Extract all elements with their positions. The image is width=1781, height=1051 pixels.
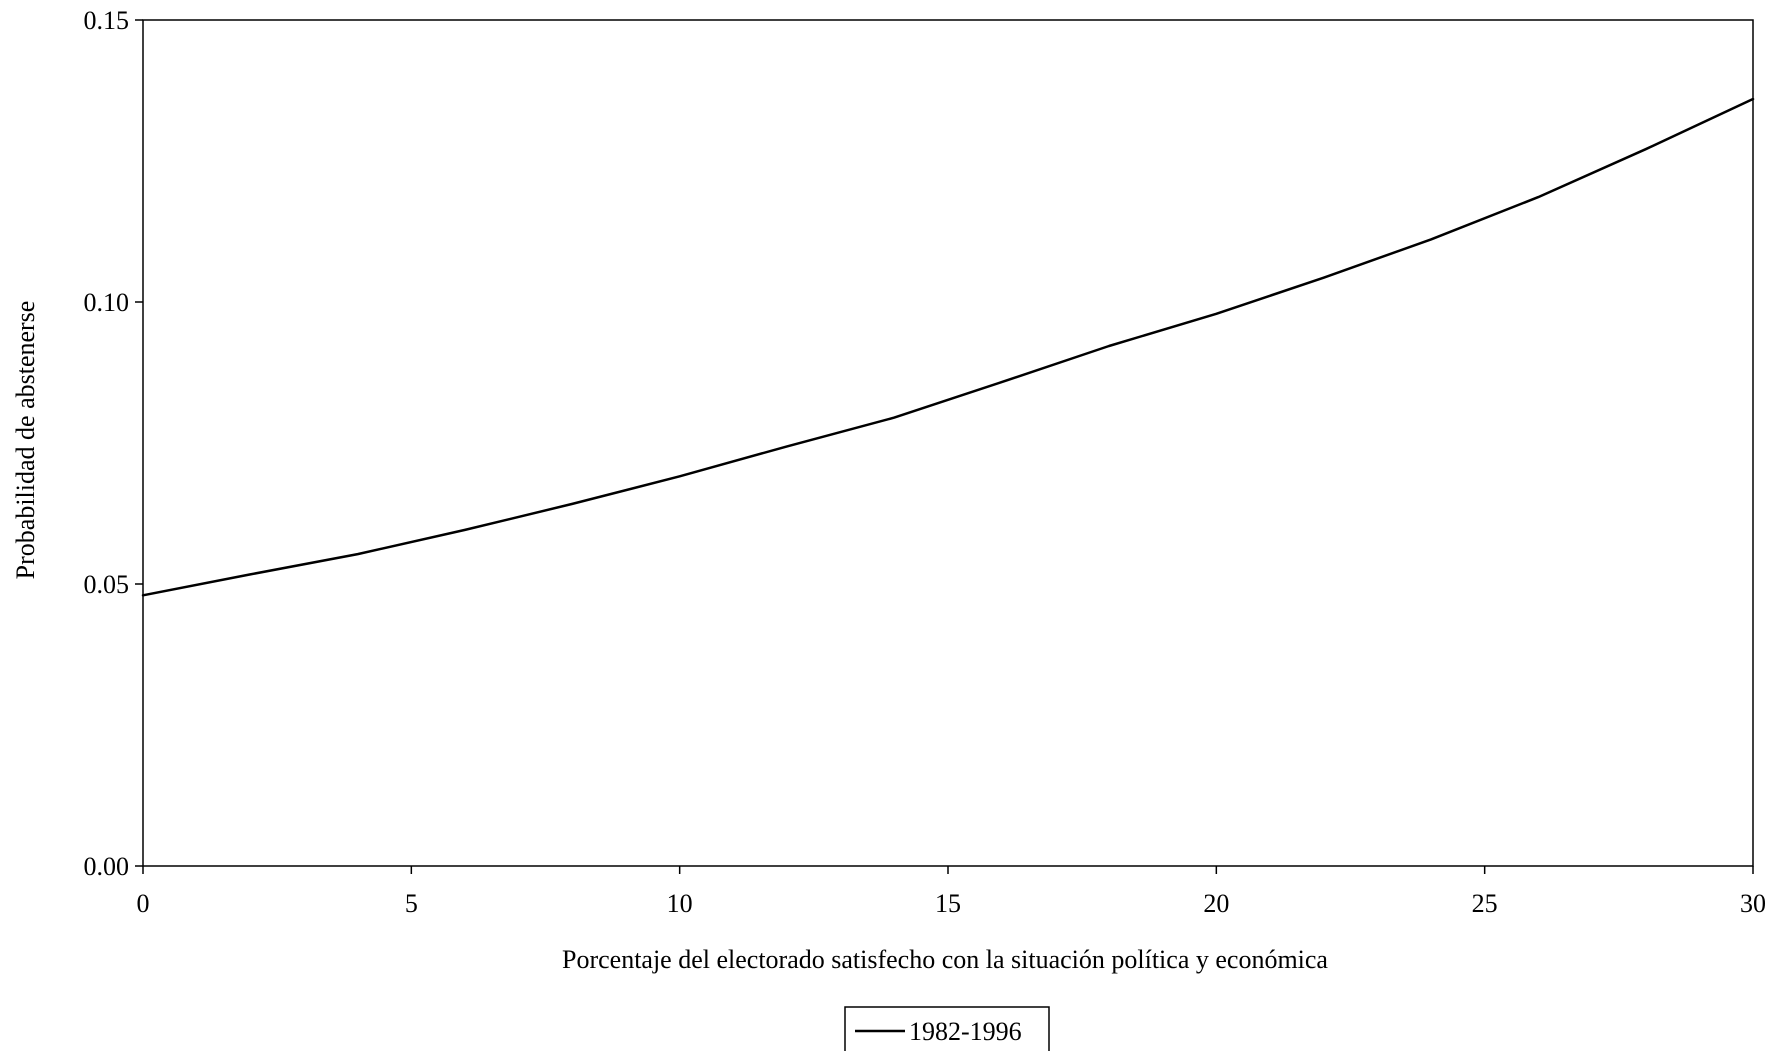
x-tick-label: 5	[405, 889, 418, 918]
x-tick-label: 25	[1472, 889, 1498, 918]
x-axis-label: Porcentaje del electorado satisfecho con…	[562, 945, 1328, 974]
x-tick-label: 0	[137, 889, 150, 918]
legend: 1982-1996	[845, 1007, 1049, 1051]
y-axis-label: Probabilidad de abstenerse	[11, 301, 40, 580]
series-line-1	[143, 99, 1753, 595]
x-tick-label: 15	[935, 889, 961, 918]
x-tick-label: 30	[1740, 889, 1766, 918]
x-axis-ticks: 0 5 10 15 20 25 30	[137, 866, 1767, 918]
series-layer	[143, 99, 1753, 595]
plot-area	[143, 20, 1753, 866]
y-tick-label: 0.15	[84, 6, 130, 35]
y-tick-label: 0.05	[84, 570, 130, 599]
y-tick-label: 0.10	[84, 288, 130, 317]
y-tick-label: 0.00	[84, 852, 130, 881]
y-axis-ticks: 0.00 0.05 0.10 0.15	[84, 6, 144, 881]
legend-label-series-1: 1982-1996	[909, 1017, 1022, 1046]
plot-frame	[143, 20, 1753, 866]
x-tick-label: 10	[667, 889, 693, 918]
x-tick-label: 20	[1203, 889, 1229, 918]
